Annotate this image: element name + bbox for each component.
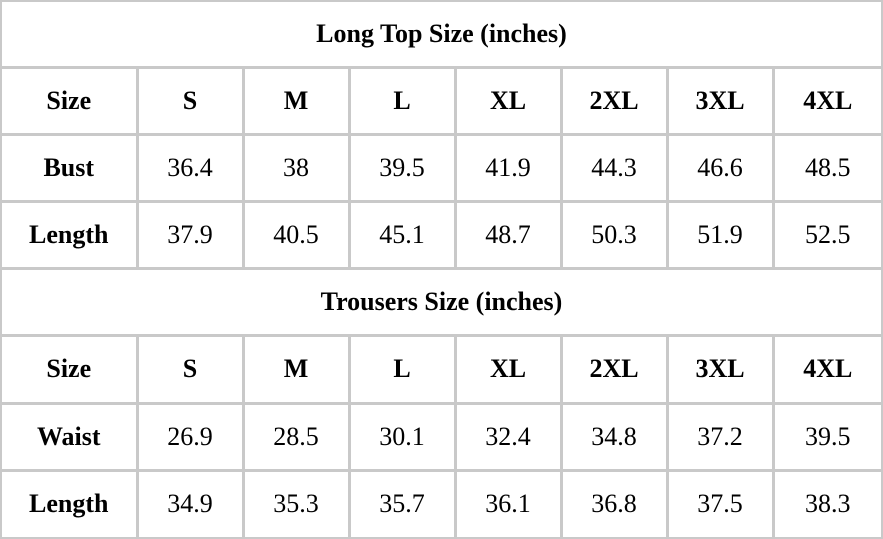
size-value: 51.9 — [668, 202, 772, 267]
size-value: 37.9 — [138, 202, 242, 267]
header-cell: 2XL — [562, 68, 666, 133]
size-value: 38 — [244, 135, 348, 200]
header-cell: M — [244, 336, 348, 402]
row-label: Waist — [2, 404, 136, 469]
row-label: Length — [2, 202, 136, 267]
header-cell: 2XL — [562, 336, 666, 402]
size-value: 35.3 — [244, 471, 348, 537]
header-cell: 3XL — [668, 336, 772, 402]
size-value: 40.5 — [244, 202, 348, 267]
header-cell: 4XL — [774, 336, 881, 402]
header-cell: S — [138, 68, 242, 133]
header-cell: 3XL — [668, 68, 772, 133]
size-value: 34.8 — [562, 404, 666, 469]
size-value: 36.4 — [138, 135, 242, 200]
size-value: 48.5 — [774, 135, 881, 200]
header-cell: S — [138, 336, 242, 402]
header-cell: M — [244, 68, 348, 133]
size-value: 46.6 — [668, 135, 772, 200]
size-value: 39.5 — [774, 404, 881, 469]
size-value: 45.1 — [350, 202, 454, 267]
size-value: 39.5 — [350, 135, 454, 200]
row-label: Bust — [2, 135, 136, 200]
header-cell: XL — [456, 68, 560, 133]
size-value: 36.1 — [456, 471, 560, 537]
size-value: 37.2 — [668, 404, 772, 469]
size-value: 36.8 — [562, 471, 666, 537]
header-cell: L — [350, 68, 454, 133]
size-value: 37.5 — [668, 471, 772, 537]
size-value: 26.9 — [138, 404, 242, 469]
size-value: 41.9 — [456, 135, 560, 200]
table-title: Long Top Size (inches) — [2, 2, 881, 66]
table-title: Trousers Size (inches) — [2, 269, 881, 334]
size-value: 28.5 — [244, 404, 348, 469]
size-value: 34.9 — [138, 471, 242, 537]
header-cell: Size — [2, 336, 136, 402]
size-value: 30.1 — [350, 404, 454, 469]
size-value: 44.3 — [562, 135, 666, 200]
size-value: 52.5 — [774, 202, 881, 267]
size-value: 38.3 — [774, 471, 881, 537]
size-value: 48.7 — [456, 202, 560, 267]
header-cell: Size — [2, 68, 136, 133]
header-cell: 4XL — [774, 68, 881, 133]
header-cell: L — [350, 336, 454, 402]
size-value: 50.3 — [562, 202, 666, 267]
row-label: Length — [2, 471, 136, 537]
header-cell: XL — [456, 336, 560, 402]
size-value: 32.4 — [456, 404, 560, 469]
size-value: 35.7 — [350, 471, 454, 537]
